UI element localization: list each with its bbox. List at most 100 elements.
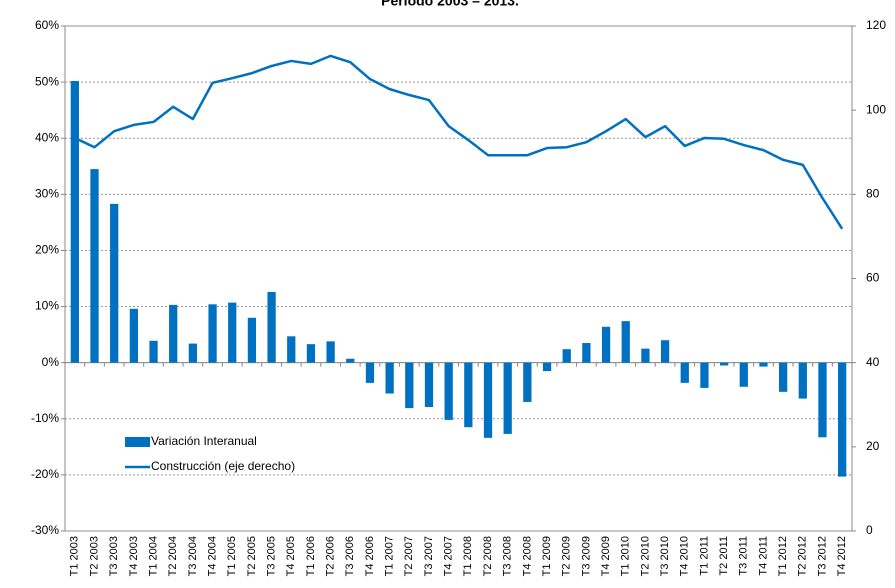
x-tick-label: T3 2010 — [659, 536, 671, 576]
bar — [188, 343, 198, 363]
x-tick-label: T1 2008 — [462, 536, 474, 576]
x-tick-label: T4 2004 — [206, 536, 218, 576]
x-tick-label: T3 2007 — [423, 536, 435, 576]
y2-tick-label: 0 — [866, 523, 873, 537]
legend-label: Construcción (eje derecho) — [151, 459, 295, 473]
y2-tick-label: 80 — [866, 187, 880, 201]
y-tick-label: 0% — [42, 355, 60, 369]
x-tick-label: T1 2003 — [69, 536, 81, 576]
x-tick-label: T4 2011 — [757, 536, 769, 576]
bar — [110, 203, 119, 363]
bar — [680, 362, 689, 383]
x-tick-label: T1 2012 — [777, 536, 789, 576]
bar — [464, 362, 473, 428]
bar — [287, 336, 296, 363]
x-tick-label: T2 2008 — [482, 536, 494, 576]
bar — [267, 291, 276, 363]
bar — [385, 362, 394, 394]
x-tick-label: T2 2006 — [325, 536, 337, 576]
bar — [149, 340, 158, 363]
x-tick-label: T3 2012 — [816, 536, 828, 576]
bar — [719, 362, 729, 366]
legend-swatch — [125, 437, 150, 447]
bar — [90, 169, 99, 363]
y2-tick-label: 120 — [866, 18, 886, 32]
bar — [444, 362, 453, 420]
bar — [621, 321, 630, 363]
x-tick-label: T4 2006 — [364, 536, 376, 576]
bar — [208, 304, 217, 363]
x-tick-label: T2 2011 — [718, 536, 730, 576]
bar — [601, 326, 611, 363]
bar — [542, 362, 552, 372]
y-tick-label: -20% — [31, 467, 59, 481]
bar — [326, 341, 335, 363]
bar — [660, 340, 670, 363]
x-tick-label: T2 2010 — [639, 536, 651, 576]
y2-tick-label: 60 — [866, 271, 880, 285]
x-tick-label: T2 2005 — [246, 536, 258, 576]
y-tick-label: 60% — [35, 18, 59, 32]
x-tick-label: T3 2004 — [187, 536, 199, 576]
line — [74, 54, 844, 230]
y-tick-label: 20% — [35, 243, 59, 257]
x-tick-label: T3 2009 — [580, 536, 592, 576]
bar — [70, 80, 79, 363]
x-tick-label: T3 2006 — [344, 536, 356, 576]
bar — [739, 362, 748, 387]
bar — [405, 362, 414, 409]
bar — [346, 358, 355, 363]
x-tick-label: T4 2003 — [128, 536, 140, 576]
bar — [562, 349, 571, 363]
x-tick-label: T3 2011 — [738, 536, 750, 576]
chart-title: Período 2003 – 2013. — [381, 0, 519, 9]
x-tick-label: T4 2009 — [600, 536, 612, 576]
x-tick-label: T4 2012 — [836, 536, 848, 576]
x-tick-label: T4 2005 — [285, 536, 297, 576]
x-tick-label: T4 2007 — [443, 536, 455, 576]
y-tick-label: 40% — [35, 130, 59, 144]
y2-tick-label: 20 — [866, 439, 880, 453]
bar — [582, 343, 591, 363]
x-tick-label: T1 2005 — [226, 536, 238, 576]
bar — [424, 362, 434, 407]
x-tick-label: T2 2004 — [167, 536, 179, 576]
plot-frame — [64, 25, 853, 532]
y-tick-label: 30% — [35, 187, 59, 201]
bar — [169, 304, 178, 363]
x-tick-label: T1 2009 — [541, 536, 553, 576]
bar — [129, 308, 138, 363]
y-tick-label: -30% — [31, 523, 59, 537]
bar — [838, 362, 847, 477]
bar — [483, 362, 493, 438]
bar — [779, 362, 788, 392]
x-tick-label: T3 2005 — [265, 536, 277, 576]
bar — [306, 344, 316, 363]
x-tick-label: T2 2012 — [797, 536, 809, 576]
bar — [818, 362, 827, 438]
y2-tick-label: 40 — [866, 355, 880, 369]
x-tick-label: T1 2004 — [147, 536, 159, 576]
x-tick-label: T3 2003 — [108, 536, 120, 576]
y-tick-label: 10% — [35, 299, 59, 313]
y-tick-label: -10% — [31, 411, 59, 425]
bar — [700, 362, 709, 388]
y-tick-label: 50% — [35, 74, 59, 88]
bar — [365, 362, 375, 383]
bar — [228, 302, 237, 363]
bar — [523, 362, 532, 402]
legend-label: Variación Interanual — [151, 434, 257, 448]
x-tick-label: T1 2011 — [698, 536, 710, 576]
x-tick-label: T4 2008 — [521, 536, 533, 576]
x-tick-label: T2 2007 — [403, 536, 415, 576]
bar — [641, 348, 650, 363]
x-tick-label: T4 2010 — [679, 536, 691, 576]
x-tick-label: T1 2007 — [384, 536, 396, 576]
bar — [759, 362, 768, 367]
x-tick-label: T2 2009 — [561, 536, 573, 576]
x-tick-label: T2 2003 — [88, 536, 100, 576]
x-tick-label: T3 2008 — [502, 536, 514, 576]
bar — [247, 317, 257, 363]
